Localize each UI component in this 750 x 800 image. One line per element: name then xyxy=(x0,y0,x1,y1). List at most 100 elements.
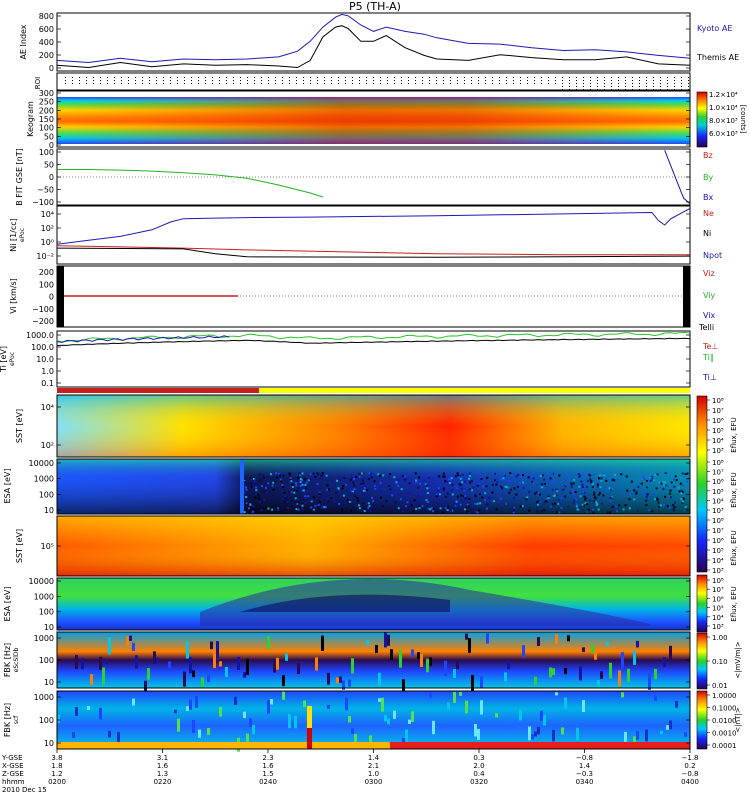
esa-ion-speckle-cell xyxy=(486,476,489,479)
esa-ion-speckle-cell xyxy=(625,475,628,478)
roi-dot xyxy=(338,80,339,81)
roi-dot xyxy=(261,80,262,81)
row-label-y-gse: Y-GSE xyxy=(1,754,23,762)
roi-dot xyxy=(653,80,654,81)
roi-dot xyxy=(562,89,563,90)
roi-dot xyxy=(128,77,129,78)
esa-ion-speckle-cell xyxy=(444,480,447,483)
esa-ion-speckle-cell xyxy=(379,496,382,499)
roi-dot xyxy=(611,89,612,90)
sst-ion-colorbar-tick-label: 10³ xyxy=(712,447,724,455)
esa-ion-speckle-cell xyxy=(312,508,315,511)
mode-bar-yellow xyxy=(259,388,690,393)
esa-ion-speckle-cell xyxy=(672,509,675,512)
esa-ion-speckle-cell xyxy=(362,502,365,505)
roi-dot xyxy=(86,83,87,84)
esa-ion-speckle-cell xyxy=(643,494,645,497)
esa-ion-speckle-cell xyxy=(600,477,603,480)
roi-dot xyxy=(443,77,444,78)
esa-ion-speckle-cell xyxy=(609,499,612,502)
esa-elec-colorbar-tick-label: 10⁵ xyxy=(712,605,724,613)
esa-elec-colorbar-tick-label: 10⁷ xyxy=(712,586,724,594)
esa-ion-colorbar-tick-label: 10⁸ xyxy=(712,459,724,467)
esa-ion-speckle-cell xyxy=(379,490,382,493)
roi-dot xyxy=(443,83,444,84)
roi-dot xyxy=(373,80,374,81)
roi-dot xyxy=(142,80,143,81)
roi-dot xyxy=(611,80,612,81)
fbk-e-stripe xyxy=(210,641,213,650)
roi-dot xyxy=(562,83,563,84)
esa-ion-speckle-cell xyxy=(302,489,305,492)
temperature-yticks: 1000.0 100.0 10.0 1.0 0.1 xyxy=(26,331,690,388)
roi-dot xyxy=(520,83,521,84)
ae-ylabel: AE Index xyxy=(19,24,28,59)
esa-ion-speckle-cell xyxy=(340,476,342,479)
esa-ion-speckle-cell xyxy=(451,483,454,486)
fbk-b-stripe xyxy=(348,716,351,723)
esa-ion-speckle-cell xyxy=(680,498,683,501)
esa-ion-speckle-cell xyxy=(325,474,328,477)
esa-ion-speckle-cell xyxy=(426,487,429,490)
esa-ion-colorbar-tick-label: 10⁴ xyxy=(712,497,724,505)
esa-ion-speckle-cell xyxy=(512,508,515,511)
esa-ion-speckle-cell xyxy=(255,489,258,492)
roi-dot xyxy=(296,80,297,81)
esa-ion-speckle-cell xyxy=(669,492,671,495)
fbk-e-stripe xyxy=(132,642,135,651)
esa-ion-speckle-cell xyxy=(622,508,625,511)
fbk-b-stripe xyxy=(351,728,354,734)
fbk-b-stripe xyxy=(666,725,669,730)
roi-dot xyxy=(562,77,563,78)
esa-ion-speckle-cell xyxy=(677,486,680,489)
fbk-b-stripe xyxy=(381,697,384,712)
esa-ion-speckle-cell xyxy=(427,476,430,479)
esa-ion-speckle-cell xyxy=(321,472,324,475)
fbk-e-sublabel: eScSlDb xyxy=(13,647,20,672)
esa-ion-speckle-cell xyxy=(584,497,587,500)
esa-ion-speckle-cell xyxy=(353,484,356,487)
time-axis-ticks: 3.81.81.202003.11.61.302202.31.61.502401… xyxy=(48,749,699,786)
esa-ion-speckle-cell xyxy=(421,504,424,507)
fbk-e-stripe xyxy=(633,650,636,665)
esa-ion-speckle-cell xyxy=(593,496,596,499)
esa-ion-speckle-cell xyxy=(581,483,584,486)
roi-dot xyxy=(681,80,682,81)
ae-tick-label: 200 xyxy=(39,51,54,60)
esa-ion-speckle-cell xyxy=(351,476,354,479)
esa-ion-speckle-cell xyxy=(456,495,459,498)
fbk-b-stripe xyxy=(582,700,585,712)
fbk-e-stripe xyxy=(135,655,138,669)
esa-ion-speckle-cell xyxy=(551,503,554,506)
roi-dot xyxy=(492,83,493,84)
legend-kyoto-ae: Kyoto AE xyxy=(697,24,732,33)
esa-ion-speckle-cell xyxy=(573,499,576,502)
esa-ion-speckle-cell xyxy=(560,507,563,509)
roi-dot xyxy=(562,86,563,87)
esa-ion-speckle-cell xyxy=(561,489,564,492)
velocity-ylabel: Vi [km/s] xyxy=(9,278,18,314)
roi-dot xyxy=(667,80,668,81)
fbk-e-stripe xyxy=(321,635,324,651)
esa-ion-speckle-cell xyxy=(347,501,350,504)
esa-ion-speckle-cell xyxy=(295,489,298,492)
esa-ion-speckle-cell xyxy=(442,475,445,478)
esa-ion-speckle-cell xyxy=(536,501,539,504)
roi-dot xyxy=(380,80,381,81)
esa-ion-speckle-cell xyxy=(310,500,313,503)
fbk-e-stripe xyxy=(225,667,228,678)
roi-dot xyxy=(163,83,164,84)
fbk-b-stripe xyxy=(453,692,456,703)
esa-ion-speckle-cell xyxy=(271,484,274,487)
esa-ion-speckle-cell xyxy=(515,493,518,496)
esa-ion-speckle-cell xyxy=(446,509,449,512)
panel-esa-elec: 10000 1000 100 10 ESA [eV] xyxy=(3,577,691,632)
fbk-e-stripe xyxy=(609,662,612,679)
roi-dot xyxy=(86,80,87,81)
series-line-npot xyxy=(56,207,691,245)
esa-ion-speckle-cell xyxy=(373,480,376,483)
fbk-e-stripe xyxy=(417,652,420,659)
esa-ion-speckle-cell xyxy=(304,483,307,486)
roi-dot xyxy=(555,77,556,78)
esa-ion-speckle-cell xyxy=(560,497,563,500)
